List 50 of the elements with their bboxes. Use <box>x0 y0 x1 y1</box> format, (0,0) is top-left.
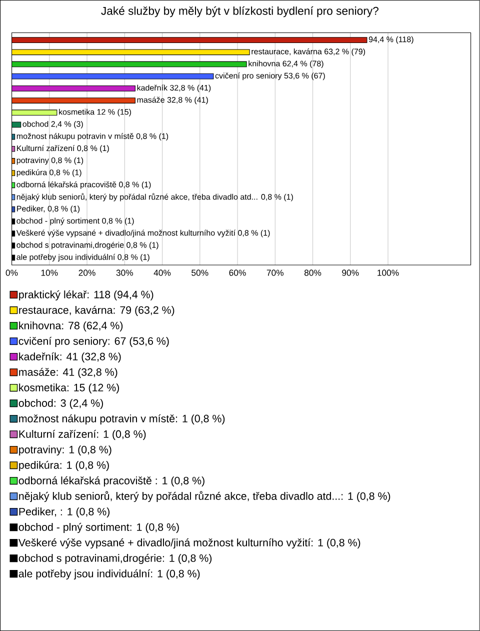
y-tick-label: obchod s potravinami,drogérie 0,8 % (1) <box>16 242 158 250</box>
y-tick-label: Veškeré výše vypsané + divadlo/jiná možnost kulturního vyžití 0,8 % (1) <box>16 230 270 238</box>
y-tick-label: kadeřník 32,8 % (41) <box>137 84 211 92</box>
y-tick-label: knihovna 62,4 % (78) <box>248 60 324 68</box>
legend-label: Pediker, : 1 (0,8 %) <box>19 508 110 518</box>
y-tick-label: odborná lékařská pracoviště 0,8 % (1) <box>16 181 151 189</box>
legend-label: obchod - plný sortiment: 1 (0,8 %) <box>18 522 179 534</box>
y-tick-label: obchod - plný sortiment 0,8 % (1) <box>16 218 134 226</box>
x-tick-label: 100% <box>378 270 399 276</box>
legend-label: Kulturní zařízení: 1 (0,8 %) <box>19 430 146 440</box>
y-tick-label: 94,4 % (118) <box>368 36 414 44</box>
y-tick-label: obchod 2,4 % (3) <box>22 120 83 128</box>
x-tick-label: 50% <box>192 270 208 276</box>
y-tick-label: možnost nákupu potravin v místě 0,8 % (1) <box>16 133 168 141</box>
y-tick-label: pedikúra 0,8 % (1) <box>16 169 82 177</box>
y-tick-label: cvičení pro seniory 53,6 % (67) <box>215 72 325 80</box>
y-tick-label: ale potřeby jsou individuální 0,8 % (1) <box>16 254 150 262</box>
legend-label: potraviny: 1 (0,8 %) <box>19 446 112 456</box>
y-tick-label: potraviny 0,8 % (1) <box>16 157 84 165</box>
y-tick-label: masáže 32,8 % (41) <box>137 96 208 104</box>
legend-label: masáže: 41 (32,8 %) <box>19 368 118 378</box>
x-tick-label: 20% <box>78 270 96 276</box>
chart-title: Jaké služby by měly být v blízkosti bydlení pro seniory? <box>101 6 379 18</box>
legend-label: obchod s potravinami,drogérie: 1 (0,8 %) <box>18 554 212 564</box>
x-tick-label: 10% <box>41 270 58 276</box>
y-tick-label: restaurace, kavárna 63,2 % (79) <box>252 48 366 56</box>
legend-label: cvičení pro seniory: 67 (53,6 %) <box>18 336 169 347</box>
legend-label: restaurace, kavárna: 79 (63,2 %) <box>19 306 174 316</box>
y-tick-label: nějaký klub seniorů, který by pořádal různé akce, třeba divadlo atd... 0,8 % (1) <box>16 193 293 202</box>
legend-label: kosmetika: 15 (12 %) <box>19 384 120 394</box>
legend-label: možnost nákupu potravin v místě: 1 (0,8 %) <box>19 414 225 424</box>
y-tick-label: kosmetika 12 % (15) <box>59 108 132 116</box>
legend-label: kadeřník: 41 (32,8 %) <box>19 352 121 362</box>
x-tick-label: 0% <box>6 270 18 276</box>
y-tick-label: Kulturní zařízení 0,8 % (1) <box>17 145 109 153</box>
legend-label: obchod: 3 (2,4 %) <box>18 399 104 409</box>
x-tick-label: 60% <box>229 270 246 276</box>
legend-label: Veškeré výše vypsané + divadlo/jiná možnost kulturního vyžití: 1 (0,8 %) <box>18 538 360 549</box>
legend-label: pedikúra: 1 (0,8 %) <box>19 460 109 471</box>
x-tick-label: 80% <box>304 270 322 276</box>
legend-label: ale potřeby jsou individuální: 1 (0,8 %) <box>18 569 200 580</box>
x-tick-label: 70% <box>266 270 284 276</box>
legend-label: praktický lékař: 118 (94,4 %) <box>19 290 154 300</box>
legend-label: nějaký klub seniorů, který by pořádal různé akce, třeba divadlo atd...: 1 (0,8 %) <box>19 491 390 502</box>
x-tick-label: 30% <box>116 270 134 276</box>
legend-label: knihovna: 78 (62,4 %) <box>19 321 123 332</box>
legend-label: odborná lékařská pracoviště : 1 (0,8 %) <box>18 476 204 486</box>
x-tick-label: 90% <box>342 270 359 276</box>
x-tick-label: 40% <box>154 270 171 276</box>
y-tick-label: Pediker, 0,8 % (1) <box>17 206 80 214</box>
